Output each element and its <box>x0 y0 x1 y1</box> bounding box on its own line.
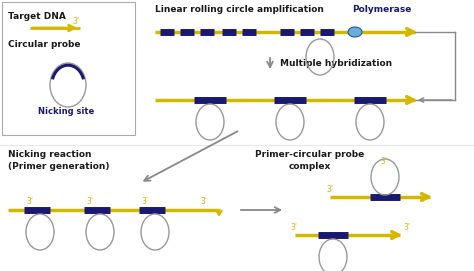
Text: 3': 3' <box>72 18 79 27</box>
Text: Nicking reaction: Nicking reaction <box>8 150 91 159</box>
Text: Target DNA: Target DNA <box>8 12 66 21</box>
Text: 3': 3' <box>141 198 148 207</box>
Text: 3': 3' <box>86 198 93 207</box>
Text: 3': 3' <box>200 198 207 207</box>
Text: 3': 3' <box>380 156 387 166</box>
Text: 3': 3' <box>26 198 33 207</box>
Text: 3': 3' <box>290 222 297 231</box>
Ellipse shape <box>348 27 362 37</box>
Text: Primer-circular probe: Primer-circular probe <box>255 150 365 159</box>
Text: 3': 3' <box>403 222 410 231</box>
Text: Linear rolling circle amplification: Linear rolling circle amplification <box>155 5 324 14</box>
Text: Circular probe: Circular probe <box>8 40 81 49</box>
Text: (Primer generation): (Primer generation) <box>8 162 109 171</box>
Text: Multiple hybridization: Multiple hybridization <box>280 60 392 69</box>
Text: complex: complex <box>289 162 331 171</box>
Text: Polymerase: Polymerase <box>352 5 411 14</box>
Text: Nicking site: Nicking site <box>38 107 94 116</box>
Text: 3': 3' <box>326 185 333 193</box>
